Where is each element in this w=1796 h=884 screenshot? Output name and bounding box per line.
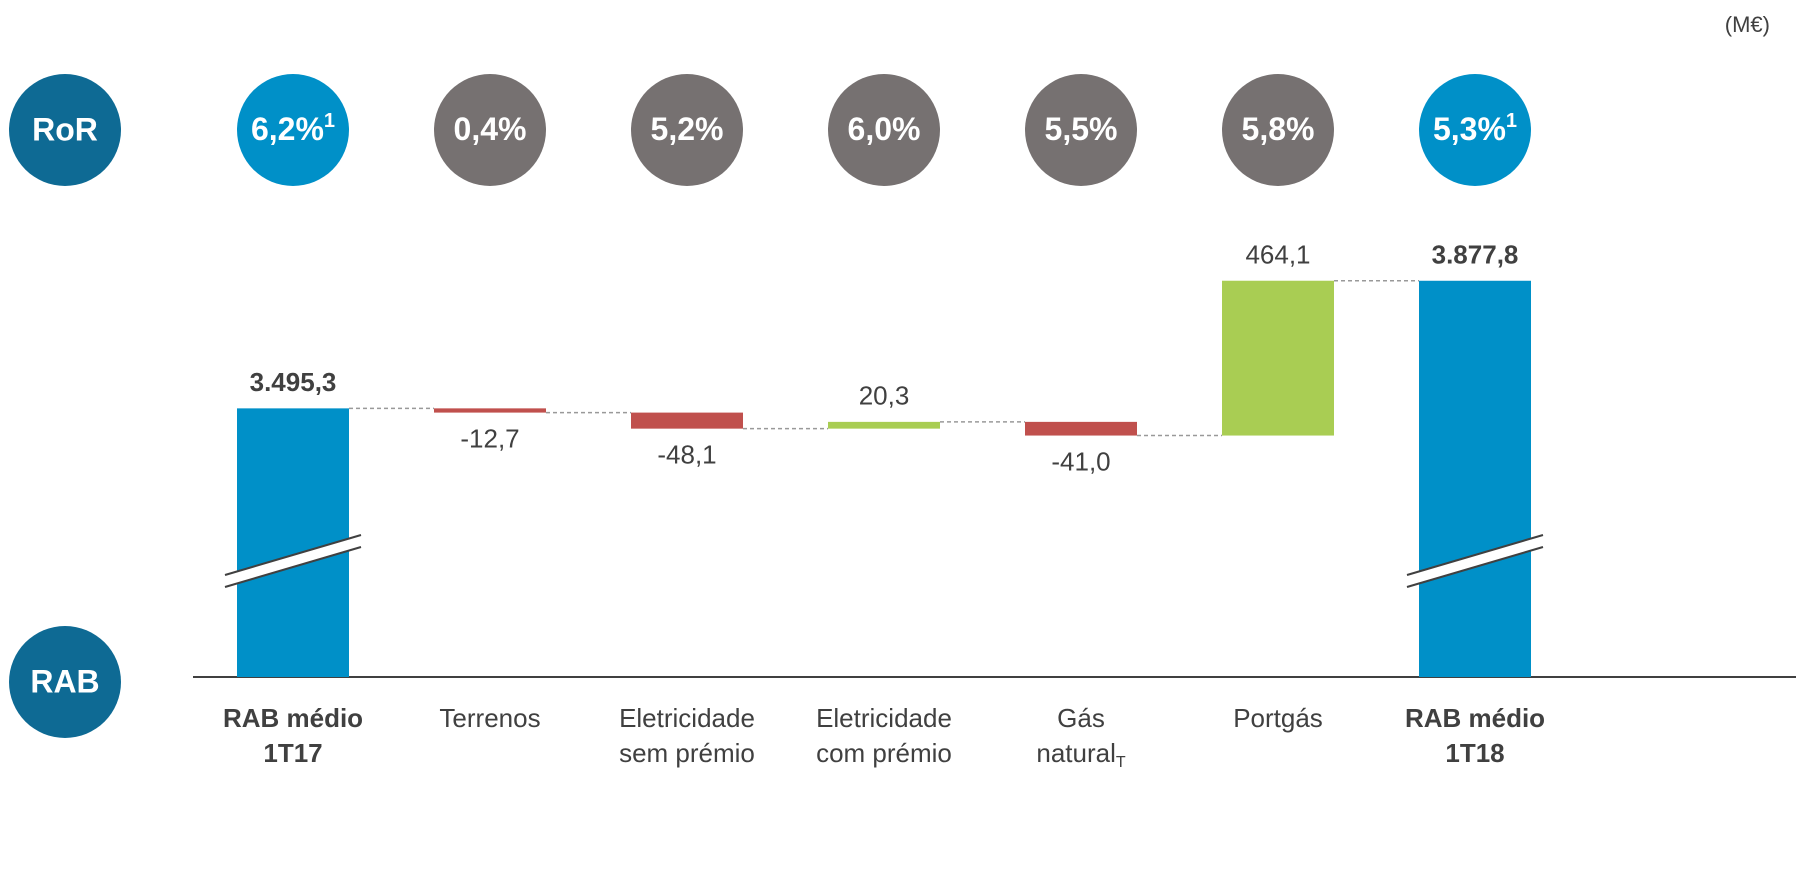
value-label: -48,1 — [657, 440, 716, 470]
x-tick-line: Eletricidade — [619, 703, 755, 733]
axis-break-line — [224, 546, 362, 588]
x-tick-label: Terrenos — [439, 703, 540, 733]
row-label: RAB — [30, 663, 99, 699]
x-tick-line: natural — [1036, 738, 1116, 768]
ror-badge — [828, 74, 940, 186]
ror-badge — [237, 74, 349, 186]
ror-text: 6,0% — [848, 111, 921, 147]
value-label: -12,7 — [460, 423, 519, 453]
bar — [828, 421, 940, 429]
value-label: 464,1 — [1245, 240, 1310, 270]
bar — [631, 412, 743, 429]
ror-value: 5,3%1 — [1433, 110, 1517, 147]
axis-break — [225, 535, 361, 587]
value-label: -41,0 — [1051, 446, 1110, 476]
bar — [1222, 280, 1334, 436]
value-label: 3.495,3 — [250, 367, 337, 397]
x-tick-label: RAB médio 1T17 — [223, 703, 363, 768]
ror-text: 6,2% — [251, 111, 324, 147]
value-label: 20,3 — [859, 381, 910, 411]
ror-text: 0,4% — [454, 111, 527, 147]
axis-break-line — [1406, 534, 1544, 576]
ror-footnote: 1 — [1506, 110, 1517, 132]
axis-break — [1407, 535, 1543, 587]
x-tick-label: RAB médio 1T18 — [1405, 703, 1545, 768]
x-tick-line: RAB médio — [223, 703, 363, 733]
value-label: 3.877,8 — [1432, 240, 1519, 270]
bar — [1419, 280, 1531, 677]
ror-badge — [631, 74, 743, 186]
ror-value: 6,2%1 — [251, 110, 335, 147]
row-badge — [9, 74, 121, 186]
bar — [1025, 421, 1137, 436]
unit-note: (M€) — [1725, 12, 1770, 37]
x-tick-line: Portgás — [1233, 703, 1323, 733]
x-tick-subscript: T — [1116, 754, 1126, 771]
row-badge — [9, 626, 121, 738]
x-tick-line: 1T18 — [1445, 738, 1504, 768]
x-tick-label: Portgás — [1233, 703, 1323, 733]
x-tick-line: sem prémio — [619, 738, 755, 768]
x-tick-line: com prémio — [816, 738, 952, 768]
x-tick-line: Terrenos — [439, 703, 540, 733]
ror-badge — [434, 74, 546, 186]
ror-text: 5,8% — [1242, 111, 1315, 147]
ror-value: 5,2% — [651, 111, 724, 147]
ror-badge — [1025, 74, 1137, 186]
x-tick-line: Eletricidade — [816, 703, 952, 733]
row-label: RoR — [32, 111, 98, 147]
bar — [237, 408, 349, 677]
axis-break-line — [224, 534, 362, 576]
ror-text: 5,3% — [1433, 111, 1506, 147]
ror-badge — [1222, 74, 1334, 186]
ror-value: 0,4% — [454, 111, 527, 147]
ror-value: 5,5% — [1045, 111, 1118, 147]
x-tick-line: Gás — [1057, 703, 1105, 733]
x-tick-label: Gás naturalT — [1036, 703, 1126, 771]
ror-badge — [1419, 74, 1531, 186]
x-tick-label: Eletricidade sem prémio — [619, 703, 755, 768]
x-tick-label: Eletricidade com prémio — [816, 703, 952, 768]
ror-text: 5,2% — [651, 111, 724, 147]
x-tick-line: RAB médio — [1405, 703, 1545, 733]
axis-break-line — [1406, 546, 1544, 588]
x-tick-line: 1T17 — [263, 738, 322, 768]
ror-value: 6,0% — [848, 111, 921, 147]
bar — [434, 408, 546, 413]
ror-footnote: 1 — [324, 110, 335, 132]
ror-text: 5,5% — [1045, 111, 1118, 147]
ror-value: 5,8% — [1242, 111, 1315, 147]
